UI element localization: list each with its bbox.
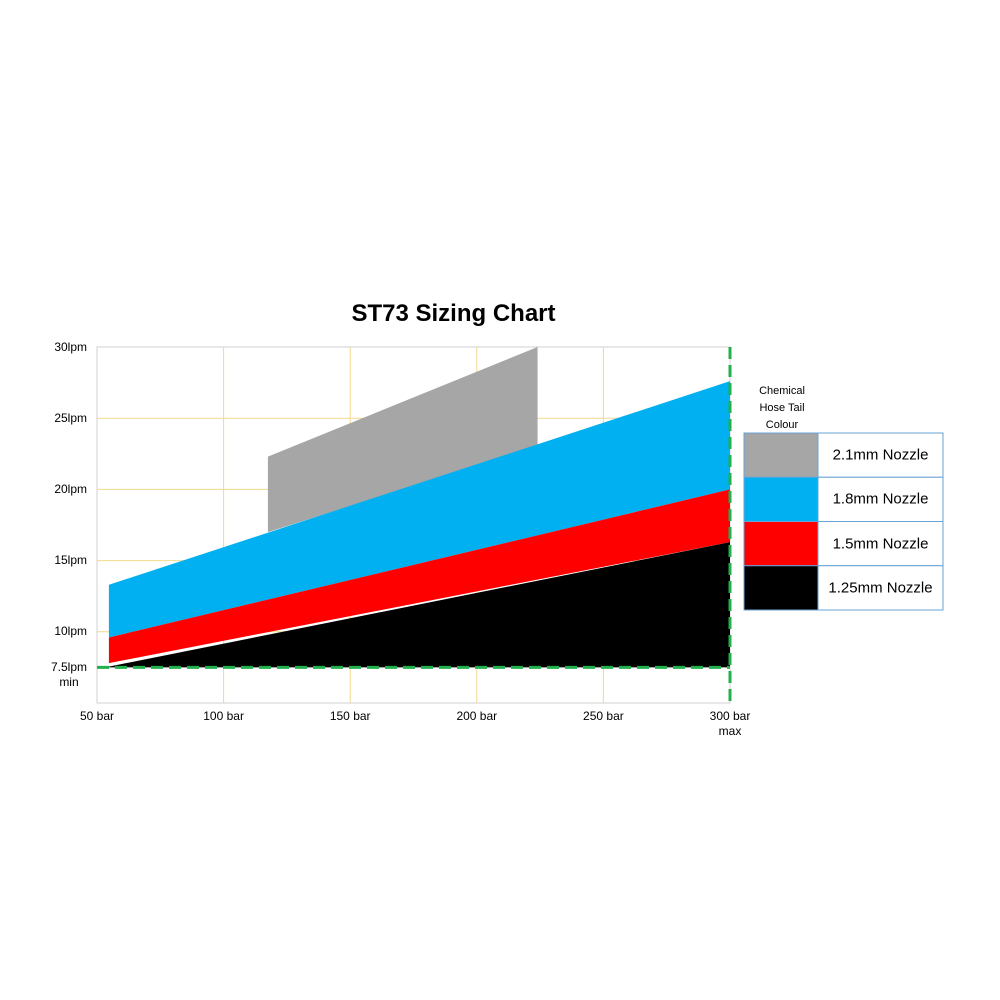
legend-swatch <box>743 521 819 567</box>
band-area <box>267 347 538 533</box>
legend-cell <box>817 521 944 567</box>
y-tick-label: 20lpm <box>54 481 87 496</box>
legend-label: 1.8mm Nozzle <box>832 490 929 508</box>
legend-label: 2.1mm Nozzle <box>832 446 929 464</box>
legend-swatch <box>743 565 819 611</box>
y-tick-label: 25lpm <box>54 410 87 425</box>
chart-title: ST73 Sizing Chart <box>351 300 556 327</box>
y-tick-label: 30lpm <box>54 339 87 354</box>
legend-title: Chemical Hose Tail Colour <box>759 385 805 431</box>
legend-swatch <box>743 432 819 478</box>
x-tick-label: 100 bar <box>203 709 244 723</box>
y-tick-label: 7.5lpm min <box>50 659 87 689</box>
legend-label: 1.25mm Nozzle <box>828 579 933 597</box>
x-tick-label: 150 bar <box>329 709 371 723</box>
x-tick-label: 250 bar <box>583 709 624 723</box>
legend-cell <box>817 565 944 611</box>
band-area <box>108 381 731 638</box>
band-area <box>105 542 730 668</box>
x-tick-label: 300 bar max <box>709 709 751 738</box>
legend-cell <box>817 476 944 522</box>
legend-swatch <box>743 476 819 522</box>
y-tick-label: 15lpm <box>54 553 87 568</box>
band-area <box>108 489 731 664</box>
y-tick-label: 10lpm <box>54 624 87 639</box>
x-tick-label: 50 bar <box>79 709 115 723</box>
x-tick-label: 200 bar <box>456 709 498 723</box>
legend-label: 1.5mm Nozzle <box>832 535 929 553</box>
